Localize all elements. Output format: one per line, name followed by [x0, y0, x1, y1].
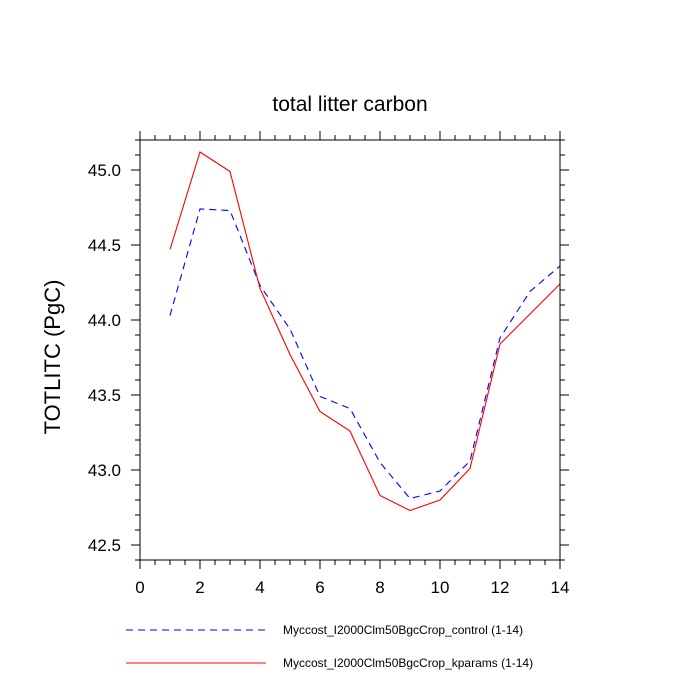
plot-frame — [139, 139, 561, 561]
legend-label-2: Myccost_I2000Clm50BgcCrop_kparams (1-14) — [283, 656, 533, 670]
y-tick-label: 45.0 — [88, 161, 121, 180]
x-tick-label: 8 — [375, 578, 384, 597]
x-tick-label: 12 — [491, 578, 510, 597]
x-tick-label: 2 — [195, 578, 204, 597]
x-tick-label: 6 — [315, 578, 324, 597]
y-tick-label: 42.5 — [88, 536, 121, 555]
y-tick-label: 44.5 — [88, 236, 121, 255]
legend: Myccost_I2000Clm50BgcCrop_control (1-14)… — [126, 623, 533, 670]
series-line-2 — [169, 151, 561, 512]
x-tick-label: 14 — [551, 578, 570, 597]
x-tick-label: 4 — [255, 578, 264, 597]
legend-label-1: Myccost_I2000Clm50BgcCrop_control (1-14) — [283, 623, 523, 637]
x-tick-label: 0 — [135, 578, 144, 597]
chart-title: total litter carbon — [272, 93, 427, 116]
y-tick-label: 44.0 — [88, 311, 121, 330]
axis-ticks: 0 2 4 6 8 10 12 14 42.5 43.0 43.5 44.0 44.5 45.0 — [88, 131, 570, 597]
y-tick-label: 43.5 — [88, 386, 121, 405]
y-tick-label: 43.0 — [88, 461, 121, 480]
x-tick-label: 10 — [431, 578, 450, 597]
series-group — [169, 151, 561, 512]
series-line-1 — [169, 208, 561, 500]
y-axis-label: TOTLITC (PgC) — [40, 280, 65, 435]
